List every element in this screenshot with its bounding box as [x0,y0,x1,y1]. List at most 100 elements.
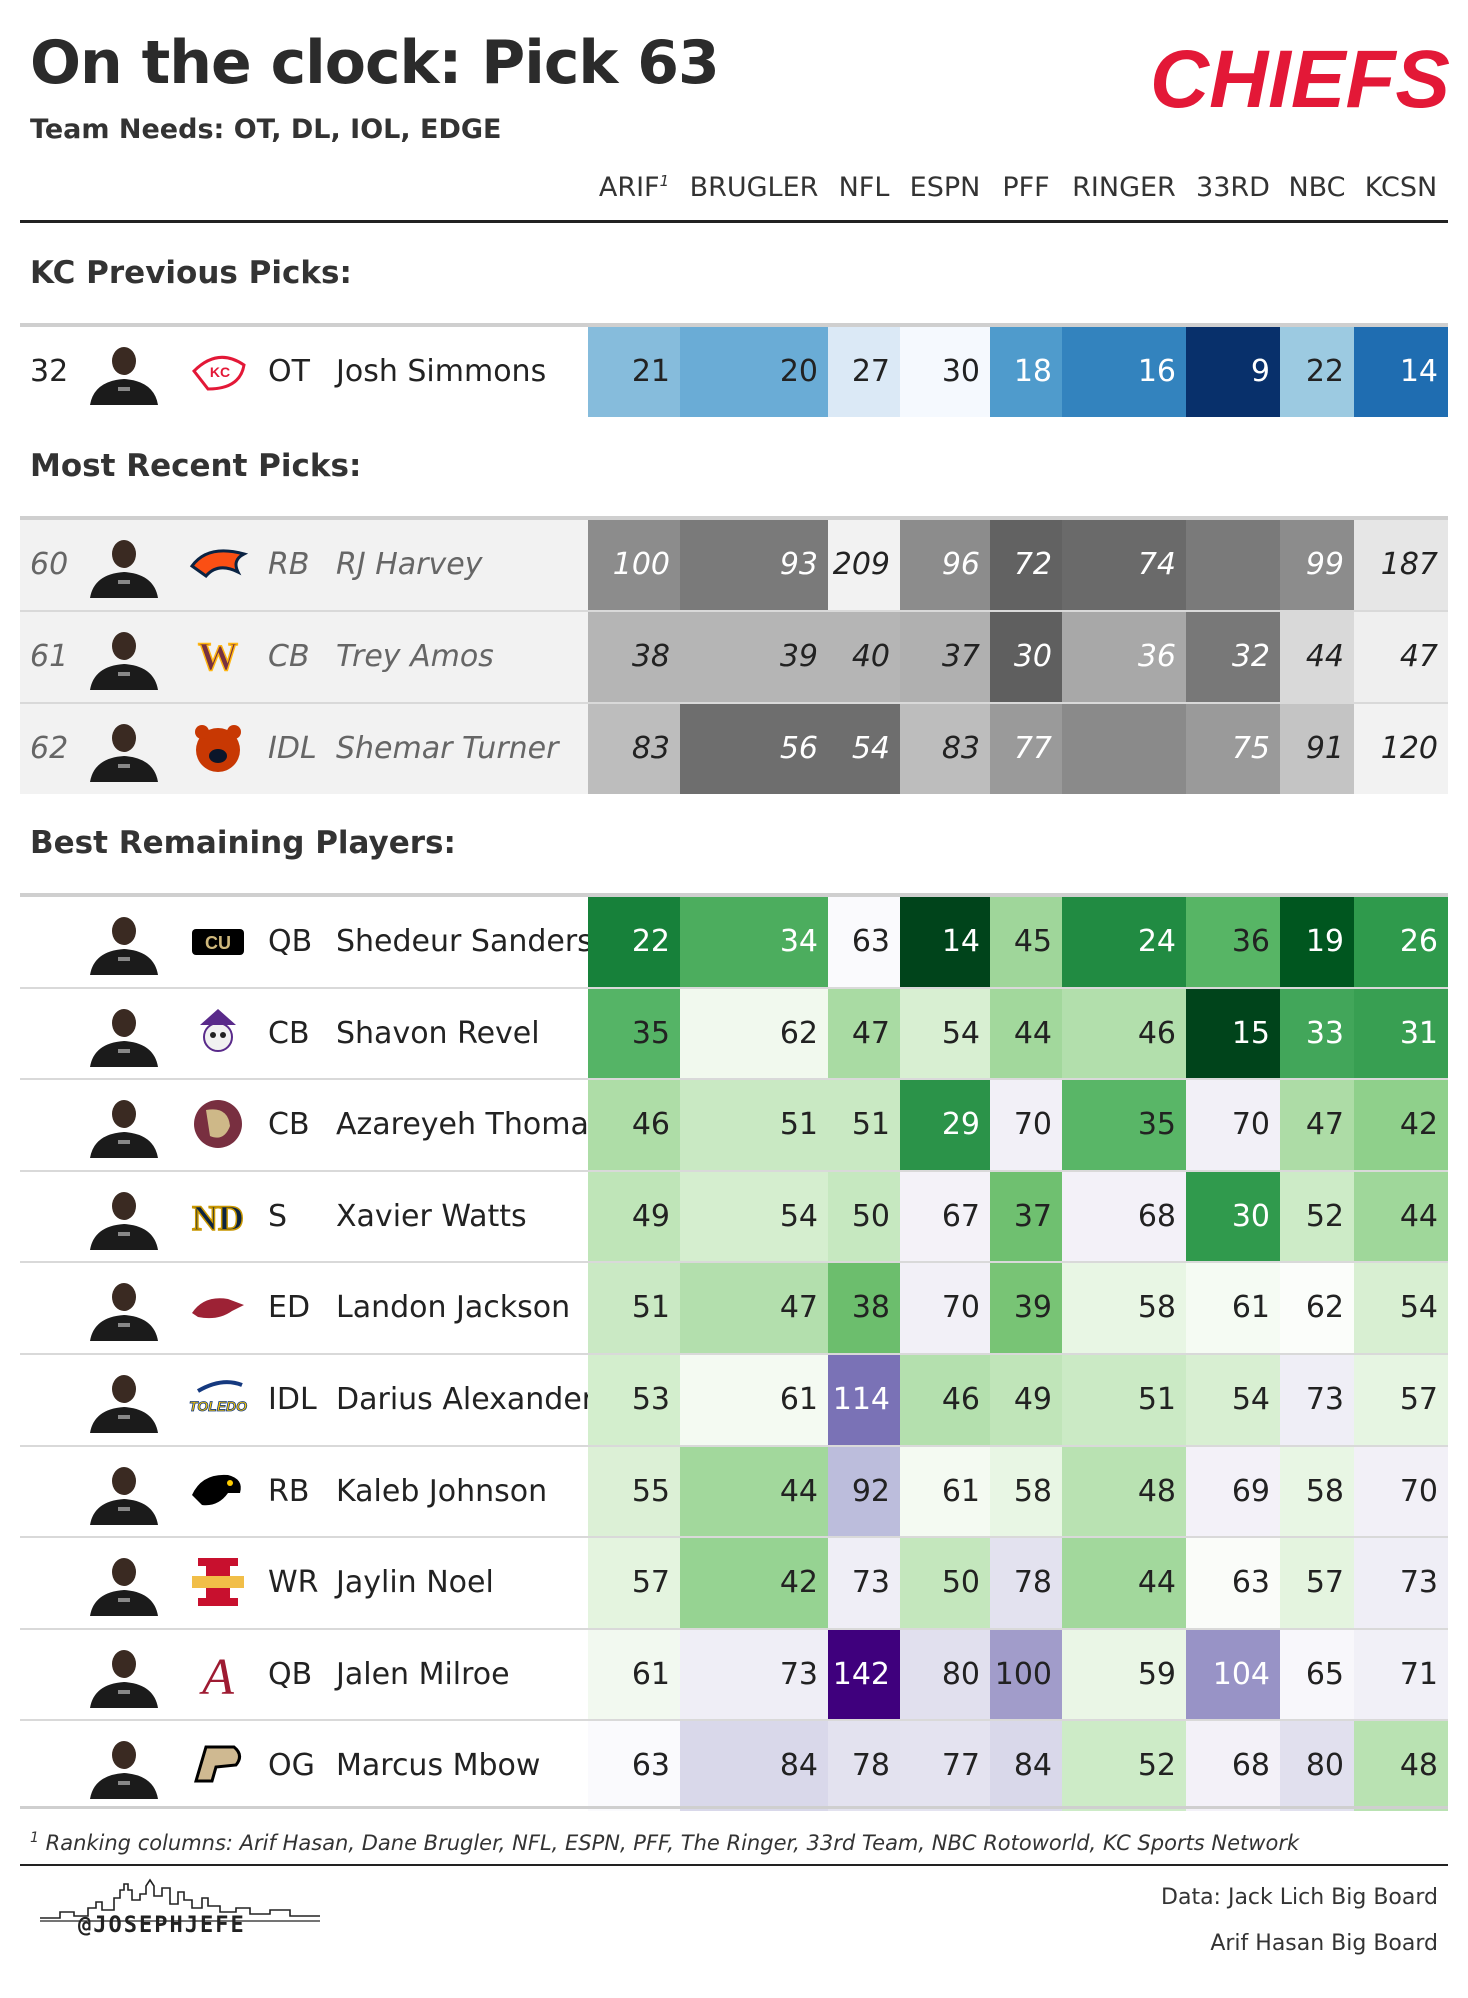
toledo-team-icon: TOLEDO [189,1380,248,1414]
col-nbc-header: NBC [1288,172,1346,203]
rank-kcsn: 48 [1354,1721,1448,1811]
player-photo [90,1375,158,1433]
svg-text:A: A [199,1649,234,1702]
rank-espn: 54 [900,988,990,1079]
rank-ringer: 58 [1062,1263,1186,1353]
rank-nbc: 65 [1280,1629,1354,1720]
rank-nfl: 142 [828,1629,900,1720]
rank-espn: 70 [900,1263,990,1353]
player-name: Jalen Milroe [336,1656,510,1692]
footnote-text: Ranking columns: Arif Hasan, Dane Brugle… [45,1831,1300,1855]
svg-text:ND: ND [192,1198,244,1238]
rank-nfl: 92 [828,1446,900,1537]
rank-nbc: 47 [1280,1080,1354,1170]
rank-espn: 61 [900,1446,990,1537]
rank-brugler: 47 [680,1263,828,1353]
bears-team-icon [195,725,241,772]
rank-espn: 96 [900,520,990,610]
rank-brugler: 44 [680,1446,828,1537]
player-photo [90,724,158,782]
rank-33rd: 15 [1186,988,1280,1079]
player-photo [90,347,158,405]
rank-nbc: 80 [1280,1721,1354,1811]
rank-33rd [1186,520,1280,610]
rank-brugler: 51 [680,1080,828,1170]
rank-espn: 77 [900,1721,990,1811]
footnote: 1 Ranking columns: Arif Hasan, Dane Brug… [30,1830,1299,1855]
col-espn-header: ESPN [909,172,981,203]
player-name: Landon Jackson [336,1290,571,1326]
rank-ringer: 51 [1062,1355,1186,1445]
player-name: Marcus Mbow [336,1748,541,1784]
rank-arif: 55 [588,1446,680,1537]
commanders-team-icon: W [197,633,239,680]
pick-number: 62 [30,731,69,766]
divider [20,1806,1448,1809]
rank-33rd: 70 [1186,1080,1280,1170]
rank-arif: 46 [588,1080,680,1170]
col-kcsn-header: KCSN [1364,172,1438,203]
player-name: Josh Simmons [336,354,547,389]
rank-ringer: 52 [1062,1721,1186,1811]
rank-arif: 61 [588,1629,680,1720]
table-row: ND S Xavier Watts 49 54 50 67 37 68 30 52 44 [20,1171,1448,1262]
footer-rule [20,1864,1448,1866]
rank-kcsn: 31 [1354,988,1448,1079]
rank-nfl: 51 [828,1080,900,1170]
rank-33rd: 36 [1186,897,1280,987]
page-title: On the clock: Pick 63 [30,28,720,98]
row-divider [20,1078,1448,1081]
player-name: Xavier Watts [336,1198,527,1234]
rank-pff: 49 [990,1355,1062,1445]
rank-33rd: 61 [1186,1263,1280,1353]
player-photo [90,1191,158,1250]
rank-nbc: 73 [1280,1355,1354,1445]
notre-dame-team-icon: ND [191,1197,245,1239]
table-row: ED Landon Jackson 51 47 38 70 39 58 61 62 54 [20,1263,1448,1353]
rank-arif: 35 [588,988,680,1079]
rank-nfl: 54 [828,704,900,794]
rank-espn: 14 [900,897,990,987]
row-divider [20,1719,1448,1722]
rank-kcsn: 73 [1354,1538,1448,1628]
table-row: 61 W CB Trey Amos 38 39 40 37 30 36 32 44 47 [20,612,1448,702]
table-row: TOLEDO IDL Darius Alexander 53 61 114 46 49 51 54… [20,1355,1448,1445]
rank-ringer [1062,704,1186,794]
ecu-team-icon [200,1008,236,1052]
player-position: RB [268,547,310,582]
rank-pff: 18 [990,327,1062,417]
rank-nfl: 40 [828,612,900,702]
table-row: A QB Jalen Milroe 61 73 142 80 100 59 104 65 71 [20,1629,1448,1720]
rank-pff: 37 [990,1171,1062,1262]
team-needs: Team Needs: OT, DL, IOL, EDGE [30,114,502,145]
credit-data-source: Data: Jack Lich Big Board [1161,1885,1438,1910]
col-nfl-header: NFL [838,172,890,203]
table-row: RB Kaleb Johnson 55 44 92 61 58 48 69 58 70 [20,1446,1448,1537]
row-divider [20,1169,1448,1172]
rank-33rd: 63 [1186,1538,1280,1628]
alabama-team-icon: A [199,1649,234,1702]
rank-brugler: 54 [680,1171,828,1262]
player-position: IDL [268,1382,317,1417]
player-position: CB [268,639,310,674]
rank-arif: 63 [588,1721,680,1811]
rank-kcsn: 44 [1354,1171,1448,1262]
rank-nbc: 22 [1280,327,1354,417]
rank-espn: 80 [900,1629,990,1720]
rank-pff: 44 [990,988,1062,1079]
rank-arif: 83 [588,704,680,794]
rank-ringer: 44 [1062,1538,1186,1628]
table-row: 32 KC OT Josh Simmons 21 20 27 30 18 16 9 22 14 [20,327,1448,417]
player-name: Kaleb Johnson [336,1473,548,1509]
rank-pff: 58 [990,1446,1062,1537]
rank-nfl: 27 [828,327,900,417]
rank-33rd: 54 [1186,1355,1280,1445]
player-position: WR [268,1565,319,1601]
chiefs-team-icon: KC [192,355,246,391]
rank-ringer: 16 [1062,327,1186,417]
rank-33rd: 104 [1186,1629,1280,1720]
rank-33rd: 75 [1186,704,1280,794]
rank-arif: 49 [588,1171,680,1262]
rank-ringer: 74 [1062,520,1186,610]
player-photo [90,1100,158,1159]
